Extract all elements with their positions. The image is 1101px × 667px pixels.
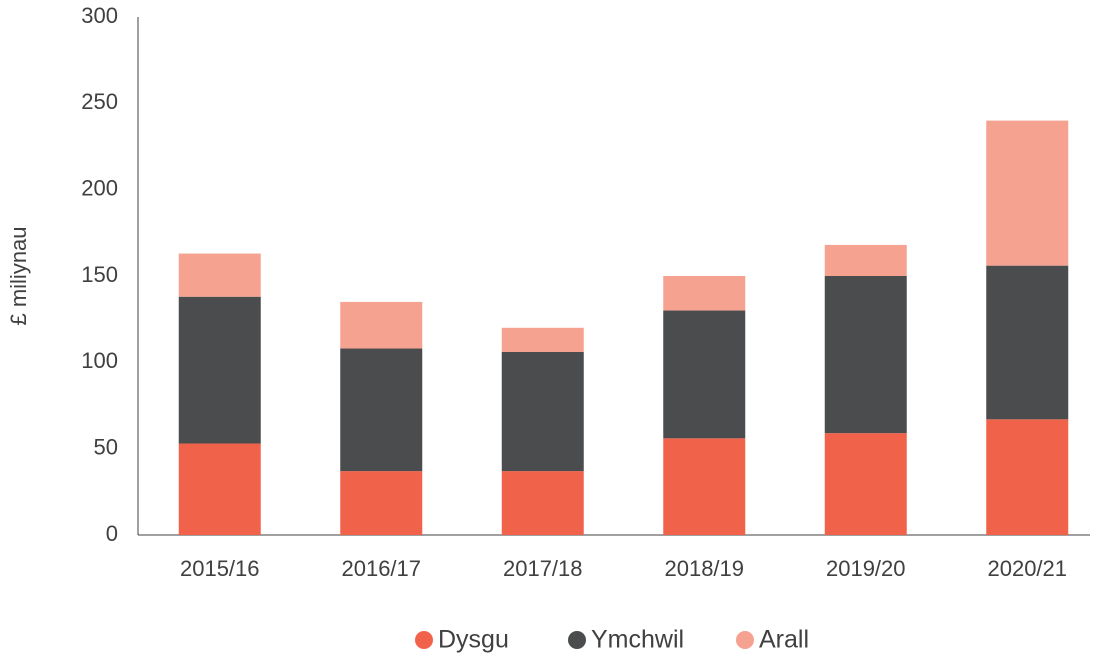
bar-segment <box>824 244 907 276</box>
x-tick-label: 2019/20 <box>826 556 906 581</box>
bar-segment <box>663 276 746 311</box>
bar-segment <box>501 327 584 352</box>
y-axis-label: £ miliynau <box>6 226 31 325</box>
bar-segment <box>501 471 584 535</box>
legend-marker <box>736 631 754 649</box>
x-tick-label: 2015/16 <box>180 556 260 581</box>
bar-segment <box>340 301 423 349</box>
legend-label: Arall <box>759 626 809 654</box>
legend-label: Ymchwil <box>591 626 684 654</box>
bar-segment <box>178 443 261 535</box>
x-tick-label: 2016/17 <box>341 556 421 581</box>
bar-segment <box>663 310 746 439</box>
bar-segment <box>501 351 584 472</box>
bar-segment <box>824 276 907 434</box>
bar-segment <box>178 296 261 444</box>
bar-segment <box>663 438 746 535</box>
legend-label: Dysgu <box>438 626 509 654</box>
y-tick-label: 200 <box>81 175 118 200</box>
bar-segment <box>340 471 423 535</box>
x-tick-label: 2020/21 <box>987 556 1067 581</box>
bar-segment <box>340 348 423 472</box>
y-tick-label: 150 <box>81 262 118 287</box>
x-tick-label: 2018/19 <box>664 556 744 581</box>
legend-marker <box>415 631 433 649</box>
bar-segment <box>986 265 1069 420</box>
y-tick-label: 250 <box>81 89 118 114</box>
x-tick-label: 2017/18 <box>503 556 583 581</box>
bar-segment <box>986 419 1069 535</box>
y-tick-label: 50 <box>94 434 118 459</box>
bar-segment <box>824 433 907 535</box>
y-tick-label: 300 <box>81 3 118 28</box>
bar-segment <box>178 253 261 297</box>
bar-segment <box>986 120 1069 266</box>
y-tick-label: 0 <box>106 521 118 546</box>
y-tick-label: 100 <box>81 348 118 373</box>
legend-marker <box>568 631 586 649</box>
